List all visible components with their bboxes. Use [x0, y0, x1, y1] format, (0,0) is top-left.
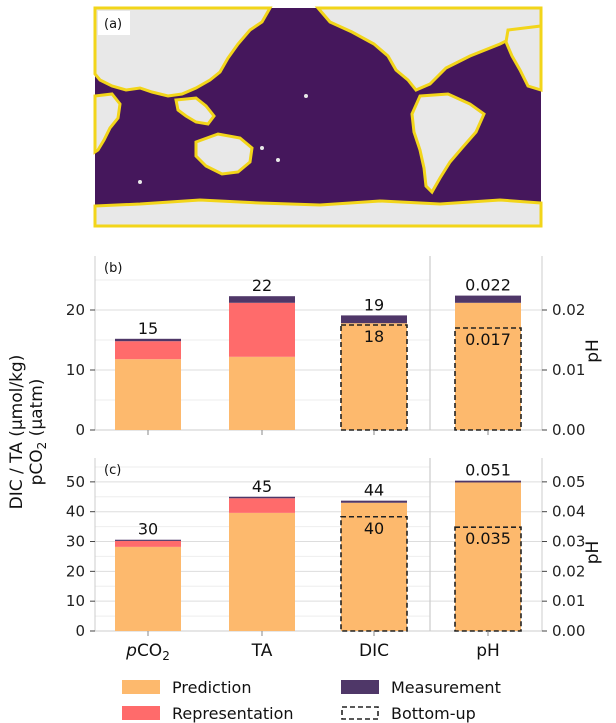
map-land-africa	[93, 92, 122, 155]
category-label-pco2: pCO2	[125, 641, 170, 663]
chart-panel-label: (c)	[104, 463, 121, 478]
right-tick-label: 0.03	[552, 533, 585, 551]
right-tick-label: 0.04	[552, 503, 585, 521]
chart-panel-c: 0 10 20 30 40 50 0.00 0.01 0.02 0.03 0.04 0.05 pH 30 4…	[66, 458, 603, 640]
bar-prediction-ph	[455, 482, 521, 631]
charts: 010200.000.010.02pH152219180.0220.017(b)…	[66, 256, 603, 640]
y-left-label-line2: pCO2 (µatm)	[27, 379, 49, 486]
data-label-total-pco2: 15	[138, 319, 158, 338]
map-island	[276, 158, 280, 162]
right-tick-label: 0.00	[552, 421, 585, 439]
category-label-pco2-p: p	[125, 641, 137, 661]
y-left-label-rest: (µatm)	[27, 379, 47, 442]
map-land-antarctica	[93, 198, 543, 228]
bar-prediction-ph	[455, 302, 521, 430]
data-label-bottom-up-ph: 0.017	[465, 330, 511, 349]
bar-measurement-dic	[341, 500, 407, 503]
left-tick-label: 40	[66, 503, 85, 521]
y-right-label: pH	[583, 541, 603, 565]
right-tick-label: 0.01	[552, 361, 585, 379]
right-tick-label: 0.02	[552, 301, 585, 319]
data-label-total-ph: 0.051	[465, 461, 511, 480]
left-tick-label: 0	[75, 421, 85, 439]
bar-representation-pco2	[115, 540, 181, 547]
category-label-ta: TA	[251, 641, 273, 661]
y-left-label-pco: pCO	[27, 449, 47, 485]
y-left-label-sub: 2	[35, 442, 49, 450]
bar-measurement-ph	[455, 295, 521, 303]
bar-representation-ta	[229, 302, 295, 357]
legend-label-prediction: Prediction	[172, 678, 251, 697]
left-tick-label: 0	[75, 622, 85, 640]
bar-prediction-pco2	[115, 546, 181, 631]
right-tick-label: 0.00	[552, 622, 585, 640]
map-panel-label: (a)	[104, 17, 122, 32]
category-label-ph: pH	[476, 641, 500, 661]
data-label-total-pco2: 30	[138, 520, 158, 539]
bar-prediction-dic	[341, 502, 407, 631]
bar-measurement-ta	[229, 296, 295, 303]
data-label-total-ta: 22	[252, 276, 272, 295]
category-label-pco2-sub: 2	[162, 649, 170, 663]
left-tick-label: 30	[66, 533, 85, 551]
y-left-label: DIC / TA (µmol/kg) pCO2 (µatm)	[7, 355, 49, 510]
data-label-bottom-up-dic: 40	[364, 519, 384, 538]
legend-label-representation: Representation	[172, 704, 294, 723]
data-label-total-dic: 44	[364, 481, 384, 500]
legend-swatch-prediction	[122, 680, 160, 694]
bar-prediction-pco2	[115, 359, 181, 430]
bar-measurement-ta	[229, 496, 295, 499]
legend: Prediction Representation Measurement Bo…	[122, 678, 501, 723]
category-label-pco2-main: CO	[137, 641, 162, 661]
map-land-south-america	[410, 92, 486, 195]
bar-measurement-ph	[455, 480, 521, 483]
chart-panel-label: (b)	[104, 261, 122, 276]
right-tick-label: 0.02	[552, 562, 585, 580]
bar-prediction-dic	[341, 323, 407, 430]
data-label-total-ph: 0.022	[465, 276, 511, 295]
y-left-label-line1: DIC / TA (µmol/kg)	[7, 355, 27, 510]
chart-panel-b: 0 10 20 0.00 0.01 0.02 pH 15 22 19 18 0.022 0.017 (b)	[66, 256, 603, 439]
left-tick-label: 10	[66, 361, 85, 379]
legend-swatch-bottom-up	[341, 706, 379, 720]
y-right-label: pH	[583, 339, 603, 363]
data-label-total-dic: 19	[364, 295, 384, 314]
legend-label-bottom-up: Bottom-up	[391, 704, 476, 723]
legend-swatch-measurement	[341, 680, 379, 694]
bar-measurement-dic	[341, 315, 407, 324]
bar-prediction-ta	[229, 512, 295, 631]
legend-swatch-representation	[122, 706, 160, 720]
left-tick-label: 10	[66, 592, 85, 610]
map-island	[304, 94, 308, 98]
map-land-europe-east	[504, 24, 543, 93]
bar-representation-ta	[229, 498, 295, 513]
bar-representation-pco2	[115, 341, 181, 360]
map-land-se-asia	[174, 96, 216, 126]
legend-label-measurement: Measurement	[391, 678, 501, 697]
left-tick-label: 20	[66, 301, 85, 319]
category-label-dic: DIC	[359, 641, 389, 661]
right-tick-label: 0.05	[552, 473, 585, 491]
data-label-bottom-up-ph: 0.035	[465, 529, 511, 548]
map-land-australia	[194, 132, 254, 176]
bar-measurement-pco2	[115, 338, 181, 342]
map-island	[138, 180, 142, 184]
map-label-box	[98, 11, 130, 35]
map-island	[260, 146, 264, 150]
bar-measurement-pco2	[115, 539, 181, 541]
map-panel: (a)	[93, 6, 543, 228]
data-label-bottom-up-dic: 18	[364, 327, 384, 346]
map-land-eurasia	[93, 6, 273, 98]
left-tick-label: 20	[66, 562, 85, 580]
left-tick-label: 50	[66, 473, 85, 491]
bar-prediction-ta	[229, 356, 295, 430]
data-label-total-ta: 45	[252, 477, 272, 496]
category-labels: pCO2 TA DIC pH	[125, 641, 500, 663]
bottom-up-box-dic	[340, 515, 408, 632]
right-tick-label: 0.01	[552, 592, 585, 610]
